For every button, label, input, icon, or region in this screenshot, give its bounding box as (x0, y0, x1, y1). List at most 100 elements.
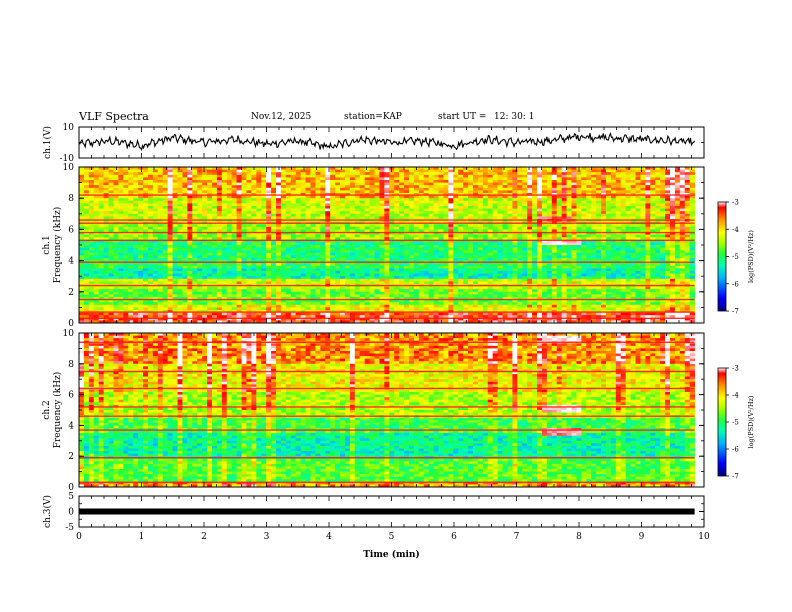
spectrogram-cell (625, 247, 631, 251)
spectrogram-cell (591, 268, 597, 272)
spectrogram-cell (241, 232, 247, 235)
spectrogram-cell (512, 224, 518, 228)
spectrogram-cell (394, 239, 400, 243)
spectrogram-cell (423, 172, 430, 176)
spectrogram-cell (79, 237, 85, 241)
spectrogram-cell (305, 229, 311, 233)
spectrogram-cell (251, 234, 257, 238)
spectrogram-cell (482, 229, 489, 233)
spectrogram-cell (138, 169, 144, 173)
spectrogram-cell (463, 198, 469, 202)
spectrogram-cell (310, 229, 316, 233)
spectrogram-cell (330, 245, 336, 248)
spectrogram-cell (152, 187, 159, 191)
spectrogram-cell (492, 224, 499, 228)
spectrogram-cell (197, 216, 203, 220)
spectrogram-cell (123, 203, 129, 207)
spectrogram-cell (561, 213, 567, 217)
spectrogram-cell (596, 185, 602, 189)
spectrogram-cell (453, 206, 459, 209)
spectrogram-cell (172, 224, 178, 228)
spectrogram-cell (635, 239, 641, 243)
spectrogram-cell (280, 167, 287, 170)
spectrogram-cell (143, 268, 149, 272)
spectrogram-cell (197, 169, 203, 173)
spectrogram-cell (423, 206, 430, 209)
spectrogram-cell (537, 200, 543, 204)
spectrogram-cell (216, 258, 223, 261)
spectrogram-cell (93, 211, 100, 215)
spectrogram-cell (79, 258, 85, 261)
date-label: Nov.12, 2025 (251, 112, 312, 122)
spectrogram-cell (172, 239, 178, 243)
spectrogram-cell (256, 258, 262, 261)
spectrogram-cell (108, 187, 114, 191)
spectrogram-cell (605, 200, 612, 204)
spectrogram-cell (389, 211, 395, 215)
spectrogram-cell (487, 226, 494, 230)
spectrogram-cell (532, 252, 538, 256)
spectrogram-cell (271, 198, 277, 202)
spectrogram-cell (655, 198, 661, 202)
spectrogram-cell (413, 265, 420, 269)
spectrogram-cell (187, 250, 193, 254)
spectrogram-cell (605, 237, 612, 241)
spectrogram-cell (147, 250, 154, 254)
spectrogram-cell (640, 255, 646, 259)
spectrogram-cell (674, 180, 681, 183)
spectrogram-cell (162, 190, 169, 194)
spectrogram-cell (207, 182, 213, 186)
spectrogram-cell (138, 216, 144, 220)
spectrogram-cell (448, 250, 454, 254)
spectrogram-cell (246, 211, 252, 215)
spectrogram-cell (625, 255, 631, 259)
spectrogram-cell (315, 247, 321, 251)
spectrogram-cell (566, 245, 572, 248)
spectrogram-cell (295, 237, 302, 241)
spectrogram-cell (448, 180, 454, 183)
spectrogram-cell (551, 232, 558, 235)
spectrogram-cell (404, 226, 410, 230)
spectrogram-cell (532, 185, 538, 189)
spectrogram-cell (404, 172, 410, 176)
spectrogram-cell (172, 208, 178, 212)
spectrogram-cell (197, 182, 203, 186)
spectrogram-cell (162, 255, 169, 259)
spectrogram-cell (655, 206, 661, 209)
spectrogram-cell (522, 198, 528, 202)
spectrogram-cell (532, 237, 538, 241)
spectrogram-cell (433, 198, 439, 202)
spectrogram-cell (108, 174, 114, 178)
spectrogram-cell (177, 213, 183, 217)
spectrogram-cell (266, 265, 272, 269)
spectrogram-cell (477, 247, 484, 251)
spectrogram-cell (507, 229, 513, 233)
spectrogram-cell (320, 216, 326, 220)
spectrogram-cell (276, 239, 282, 243)
spectrogram-cell (315, 255, 321, 259)
spectrogram-cell (133, 252, 139, 256)
spectrogram-cell (93, 239, 100, 243)
spectrogram-cell (596, 206, 602, 209)
spectrogram-cell (655, 167, 661, 170)
spectrogram-cell (512, 169, 518, 173)
spectrogram-cell (147, 187, 154, 191)
spectrogram-cell (670, 229, 676, 233)
spectrogram-cell (660, 169, 666, 173)
spectrogram-cell (660, 247, 666, 251)
spectrogram-cell (384, 247, 390, 251)
spectrogram-cell (157, 237, 164, 241)
spectrogram-cell (93, 268, 100, 272)
spectrogram-cell (482, 174, 489, 178)
spectrogram-cell (157, 242, 164, 246)
spectrogram-cell (453, 265, 459, 269)
spectrogram-cell (492, 167, 499, 170)
spectrogram-cell (98, 245, 105, 248)
spectrogram-cell (399, 167, 405, 170)
spectrogram-cell (546, 237, 553, 241)
spectrogram-cell (684, 185, 691, 189)
spectrogram-cell (197, 232, 203, 235)
spectrogram-cell (379, 229, 385, 233)
spectrogram-cell (635, 250, 641, 254)
spectrogram-cell (162, 224, 169, 228)
